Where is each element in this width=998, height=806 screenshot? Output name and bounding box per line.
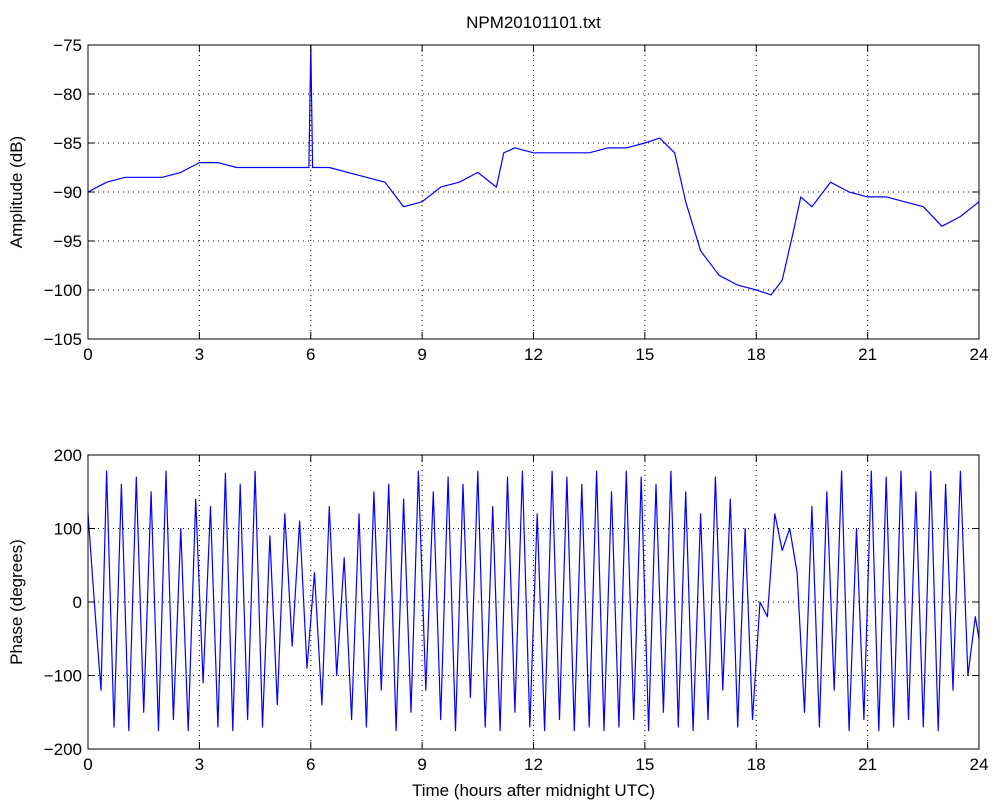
phase-plot: 0 3 6 9 12 15 18 21 24 −200 −100 0 100 200 Time (hours… [7, 446, 988, 800]
amplitude-y-tick-label: −75 [53, 36, 82, 55]
amplitude-x-tick-label: 3 [195, 345, 204, 364]
amplitude-y-tick-label: −90 [53, 183, 82, 202]
phase-x-tick-label: 24 [970, 755, 989, 774]
phase-x-tick-label: 15 [635, 755, 654, 774]
amplitude-x-tick-label: 24 [970, 345, 989, 364]
amplitude-y-tick-label: −100 [44, 281, 82, 300]
phase-x-label: Time (hours after midnight UTC) [412, 781, 655, 800]
amplitude-y-label: Amplitude (dB) [7, 136, 26, 248]
amplitude-x-tick-label: 12 [524, 345, 543, 364]
amplitude-plot: 0 3 6 9 12 15 18 21 24 −105 −100 −95 −90 −85 −80 −75 NPM… [7, 13, 988, 364]
amplitude-x-tick-label: 6 [306, 345, 315, 364]
amplitude-series-line [87, 44, 980, 296]
amplitude-y-tick-label: −105 [44, 330, 82, 349]
phase-x-tick-label: 3 [195, 755, 204, 774]
phase-y-label: Phase (degrees) [7, 539, 26, 665]
phase-y-tick-label: 0 [73, 593, 82, 612]
amplitude-x-tick-label: 15 [635, 345, 654, 364]
phase-x-tick-label: 6 [306, 755, 315, 774]
phase-y-tick-label: 100 [54, 520, 82, 539]
amplitude-y-tick-label: −80 [53, 85, 82, 104]
phase-y-tick-label: −100 [44, 667, 82, 686]
phase-x-tick-label: 21 [858, 755, 877, 774]
amplitude-title: NPM20101101.txt [466, 13, 601, 32]
phase-x-tick-label: 18 [747, 755, 766, 774]
phase-x-tick-label: 12 [524, 755, 543, 774]
phase-x-tick-label: 0 [83, 755, 92, 774]
phase-y-tick-label: 200 [54, 446, 82, 465]
amplitude-x-tick-label: 21 [858, 345, 877, 364]
amplitude-x-tick-label: 0 [83, 345, 92, 364]
phase-y-tick-label: −200 [44, 740, 82, 759]
phase-series-line [87, 470, 980, 732]
amplitude-y-tick-label: −85 [53, 134, 82, 153]
amplitude-x-tick-label: 18 [747, 345, 766, 364]
amplitude-y-tick-label: −95 [53, 232, 82, 251]
amplitude-x-tick-label: 9 [417, 345, 426, 364]
phase-x-tick-label: 9 [417, 755, 426, 774]
